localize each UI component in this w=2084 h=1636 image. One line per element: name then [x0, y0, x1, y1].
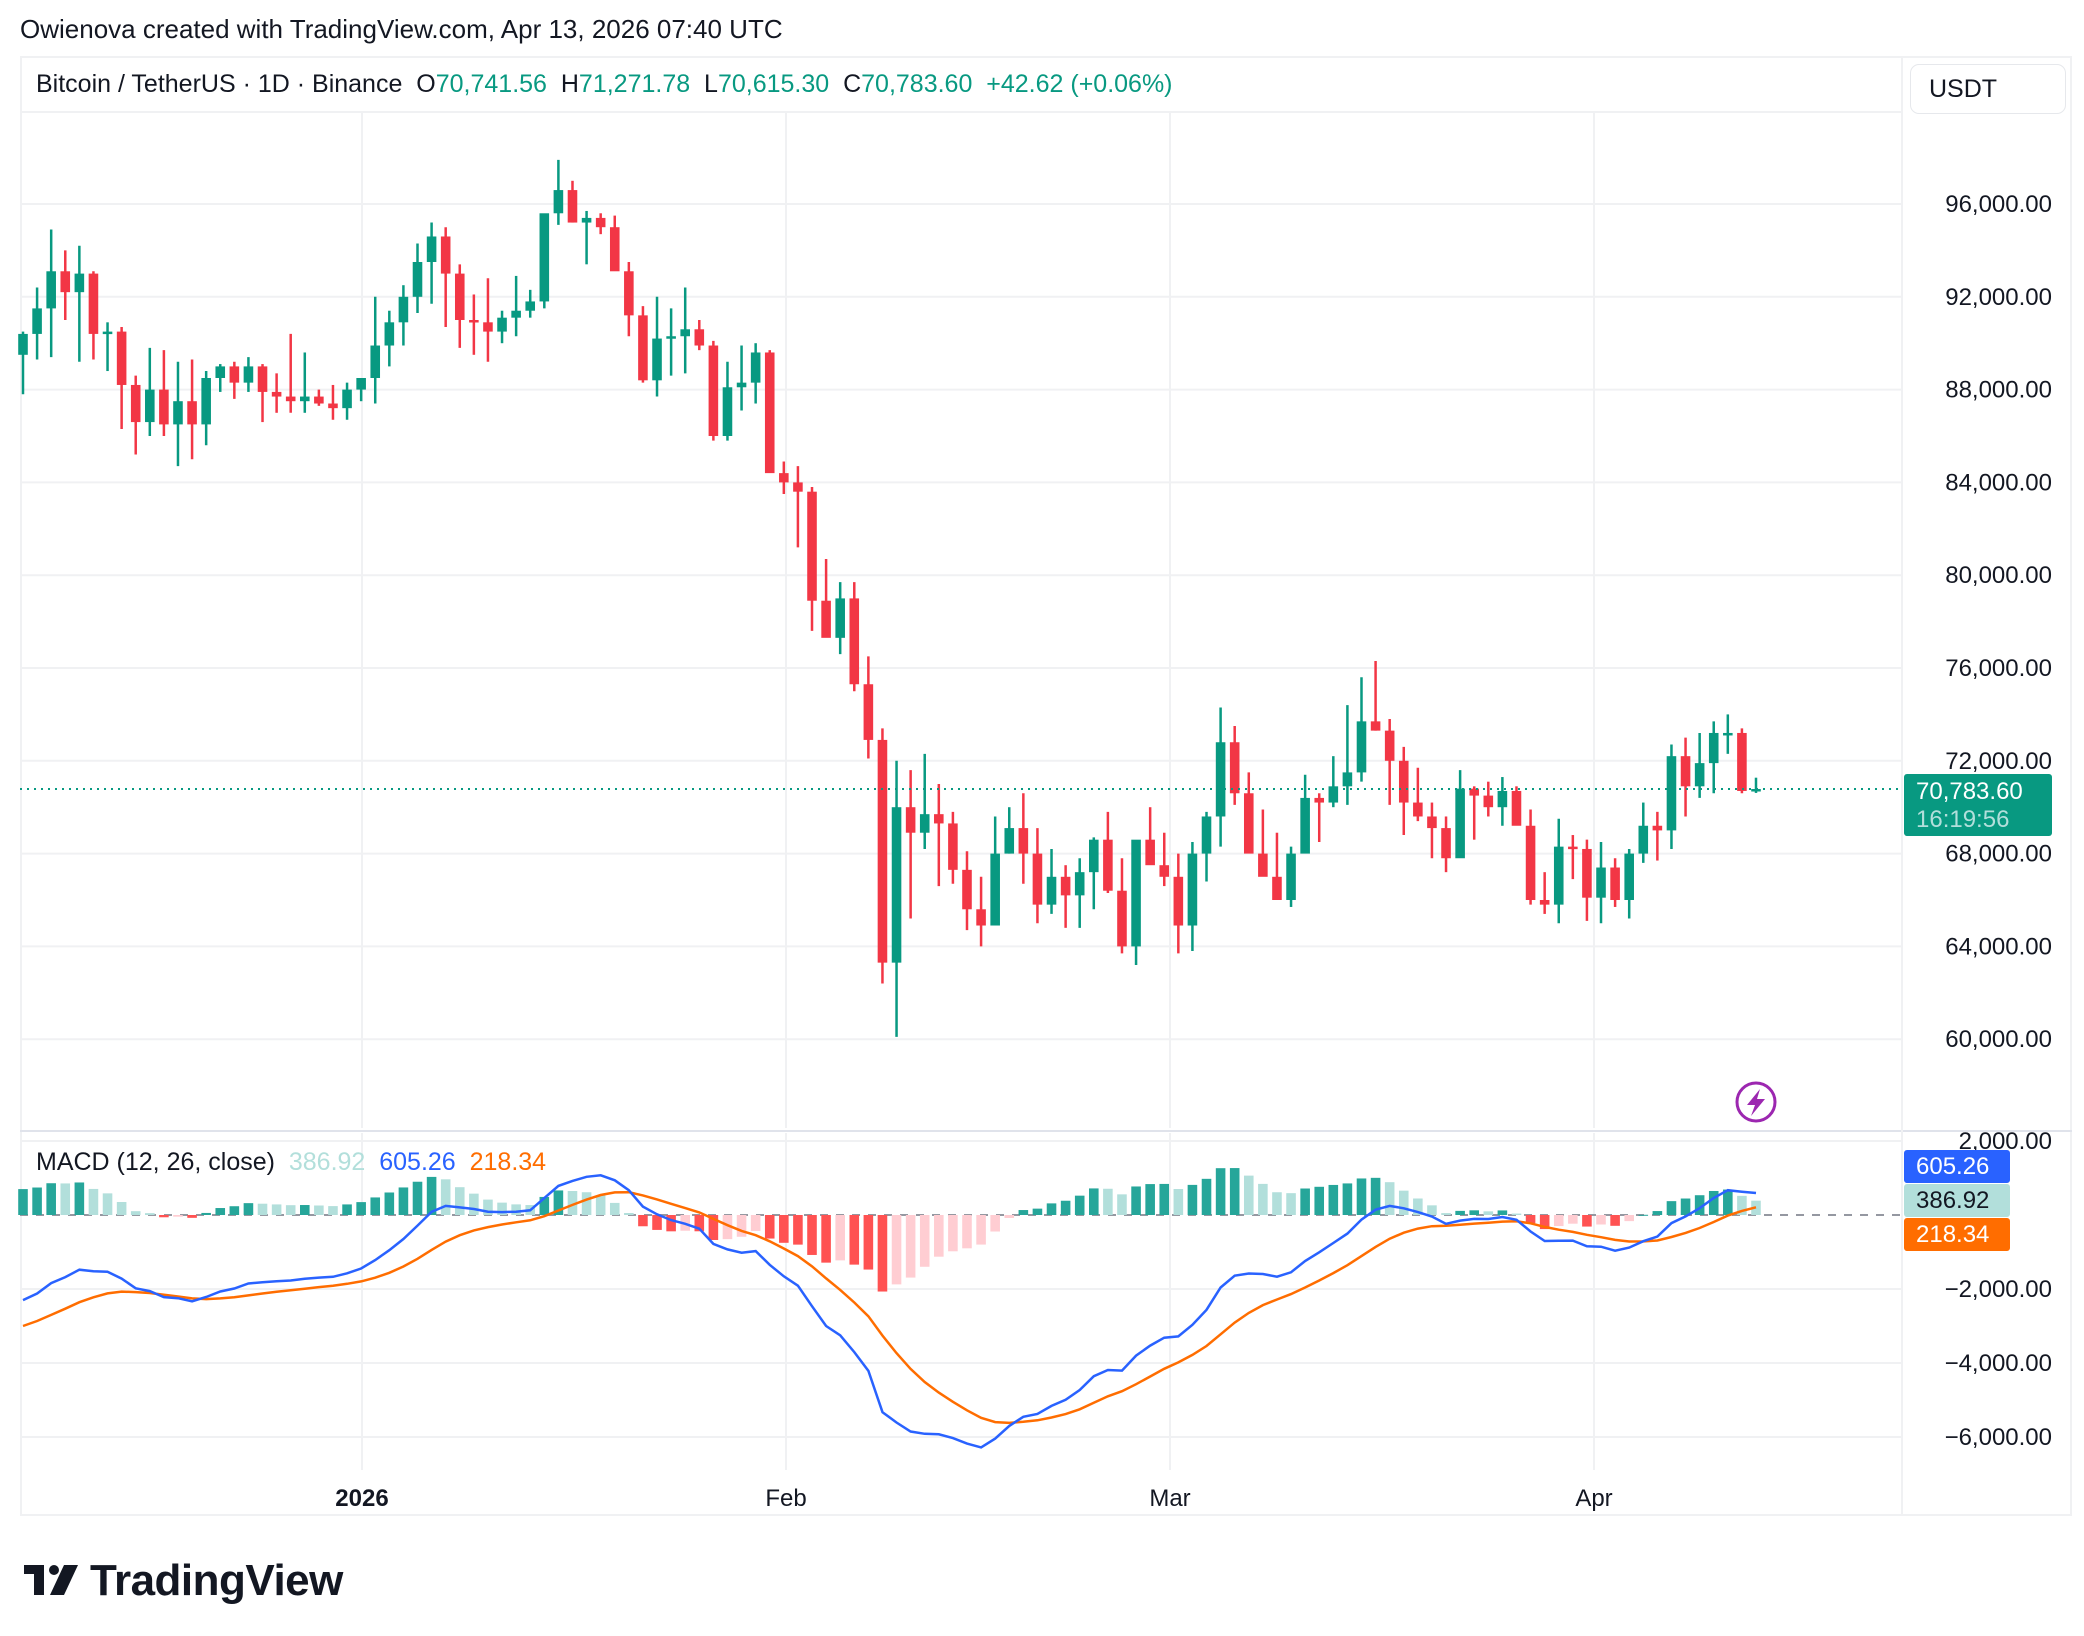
price-axis-label: 72,000.00	[1945, 748, 2052, 775]
price-axis-label: 96,000.00	[1945, 191, 2052, 218]
macd-signal-line	[22, 1190, 1757, 1425]
high-label: H	[560, 70, 579, 98]
close-label: C	[843, 70, 862, 98]
x-axis-label: Mar	[1149, 1485, 1190, 1512]
low-value: 70,615.30	[717, 70, 830, 98]
macd-axis-label: −4,000.00	[1945, 1350, 2052, 1377]
low-label: L	[704, 70, 718, 98]
macd-signal-value: 218.34	[469, 1148, 547, 1176]
macd-histogram-tag: 386.92	[1904, 1184, 2010, 1217]
symbol-title[interactable]: Bitcoin / TetherUS · 1D · Binance	[36, 70, 403, 98]
price-axis-label: 68,000.00	[1945, 841, 2052, 868]
price-axis-label: 76,000.00	[1945, 655, 2052, 682]
macd-legend: MACD (12, 26, close) 386.92 605.26 218.3…	[36, 1148, 546, 1177]
last-price-tag: 70,783.60 16:19:56	[1904, 774, 2052, 836]
macd-histogram	[18, 1168, 1761, 1292]
macd-histogram-value: 386.92	[288, 1148, 366, 1176]
tradingview-logo-icon	[24, 1565, 78, 1595]
macd-line	[22, 1174, 1757, 1449]
open-label: O	[416, 70, 436, 98]
high-value: 71,271.78	[578, 70, 691, 98]
price-axis-label: 64,000.00	[1945, 933, 2052, 960]
macd-line-value: 605.26	[379, 1148, 456, 1176]
macd-axis-label: −2,000.00	[1945, 1276, 2052, 1303]
price-axis-label: 80,000.00	[1945, 562, 2052, 589]
lightning-event-icon[interactable]	[1735, 1081, 1777, 1123]
price-axis-label: 84,000.00	[1945, 469, 2052, 496]
change-value: +42.62 (+0.06%)	[986, 70, 1173, 98]
price-axis-label: 88,000.00	[1945, 377, 2052, 404]
macd-line-tag: 605.26	[1904, 1150, 2010, 1183]
close-value: 70,783.60	[861, 70, 973, 98]
macd-title[interactable]: MACD (12, 26, close)	[36, 1148, 275, 1176]
chart-credit: Owienova created with TradingView.com, A…	[20, 14, 783, 44]
bar-countdown: 16:19:56	[1916, 806, 2010, 833]
macd-axis-label: −6,000.00	[1945, 1424, 2052, 1451]
chart-frame	[20, 56, 2072, 1516]
price-axis-label: 60,000.00	[1945, 1026, 2052, 1053]
price-axis-label: 92,000.00	[1945, 284, 2052, 311]
x-axis-label: 2026	[335, 1485, 388, 1512]
tradingview-logo[interactable]: TradingView	[24, 1556, 343, 1606]
x-axis-label: Apr	[1575, 1485, 1612, 1512]
currency-button[interactable]: USDT	[1910, 64, 2066, 114]
x-axis-label: Feb	[765, 1485, 806, 1512]
open-value: 70,741.56	[435, 70, 547, 98]
candles	[18, 159, 1761, 1037]
last-price-value: 70,783.60	[1916, 778, 2023, 805]
symbol-legend: Bitcoin / TetherUS · 1D · Binance O70,74…	[36, 70, 1173, 99]
tradingview-logo-text: TradingView	[90, 1556, 343, 1605]
macd-signal-tag: 218.34	[1904, 1218, 2010, 1251]
